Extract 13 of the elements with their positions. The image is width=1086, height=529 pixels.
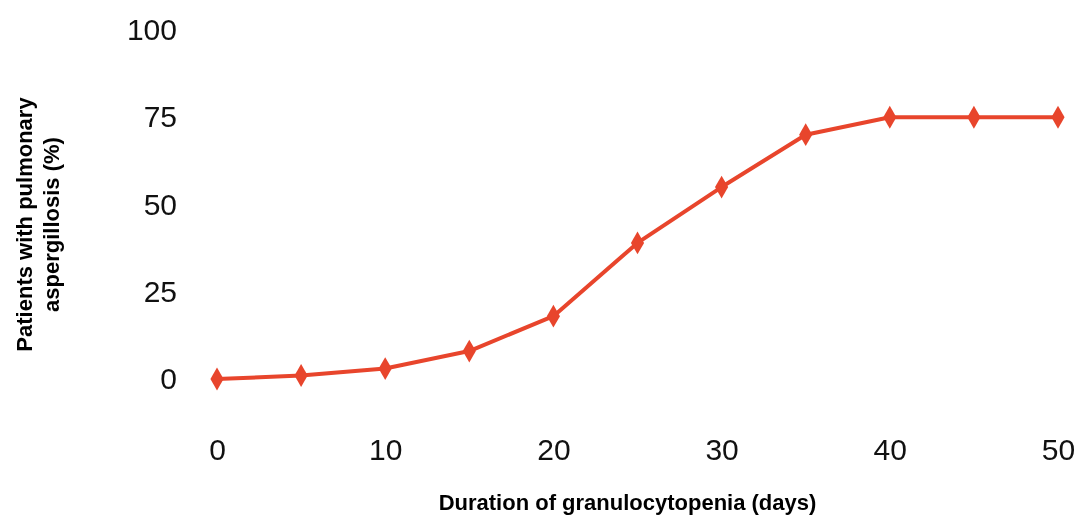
x-tick-label: 50 [1041,433,1076,467]
y-tick-label: 50 [143,187,177,221]
y-tick-label: 0 [160,362,177,396]
x-tick-label: 20 [537,433,571,467]
x-tick-label: 40 [873,433,907,467]
x-tick-label: 0 [209,433,226,467]
y-tick-label: 25 [143,274,177,308]
x-tick-label: 10 [369,433,403,467]
y-axis-title: Patients with pulmonary aspergillosis (%) [12,96,64,352]
y-tick-label: 100 [126,13,177,47]
x-axis-title: Duration of granulocytopenia (days) [438,490,817,515]
y-tick-label: 75 [143,100,177,134]
x-tick-label: 30 [705,433,739,467]
